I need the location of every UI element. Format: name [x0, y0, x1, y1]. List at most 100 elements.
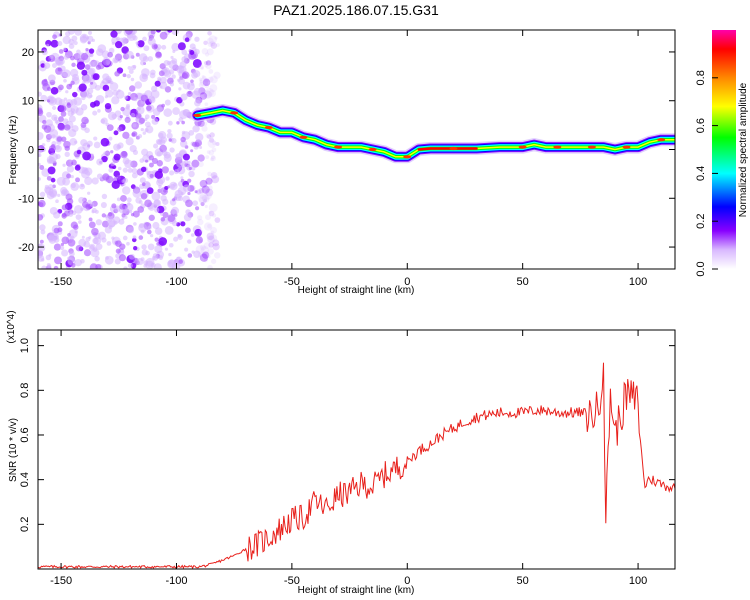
- noise-blob: [118, 254, 127, 262]
- noise-blob: [140, 127, 144, 132]
- noise-blob: [39, 239, 44, 244]
- noise-blob: [54, 145, 62, 153]
- noise-blob: [113, 153, 121, 161]
- noise-blob: [140, 60, 146, 66]
- noise-blob: [204, 63, 208, 68]
- noise-blob: [203, 222, 213, 231]
- spectrogram-noise-region: [38, 30, 221, 269]
- noise-blob: [125, 137, 134, 146]
- noise-blob: [96, 158, 104, 166]
- noise-blob: [70, 55, 75, 61]
- spectrogram-y-tick-label: -10: [18, 193, 34, 205]
- noise-blob: [198, 77, 203, 82]
- noise-blob: [46, 111, 52, 118]
- noise-blob: [154, 207, 160, 213]
- noise-blob: [153, 44, 158, 49]
- noise-blob: [164, 99, 171, 106]
- ridge-hot-spot: [657, 138, 666, 142]
- noise-blob: [207, 41, 213, 48]
- noise-blob: [115, 240, 122, 248]
- noise-blob: [208, 210, 215, 217]
- noise-blob: [92, 110, 98, 116]
- noise-blob: [180, 221, 186, 227]
- snr-x-tick-label: 50: [517, 575, 529, 587]
- noise-blob: [201, 194, 210, 203]
- noise-blob: [207, 171, 212, 177]
- noise-blob: [46, 43, 50, 47]
- noise-blob: [90, 248, 100, 258]
- noise-blob: [210, 155, 216, 162]
- noise-blob: [154, 237, 159, 242]
- noise-blob: [212, 243, 220, 251]
- noise-blob: [102, 84, 110, 92]
- noise-blob: [69, 159, 73, 163]
- snr-frame: [37, 329, 676, 570]
- noise-blob: [46, 191, 55, 200]
- noise-blob: [85, 47, 89, 52]
- noise-blob: [197, 215, 203, 221]
- noise-blob: [110, 150, 114, 154]
- noise-blob: [38, 91, 42, 97]
- noise-blob: [159, 81, 168, 90]
- noise-blob: [66, 165, 75, 173]
- noise-blob: [196, 189, 202, 195]
- noise-blob: [61, 136, 67, 142]
- noise-blob: [178, 65, 183, 70]
- noise-blob: [131, 168, 138, 174]
- noise-blob: [151, 118, 159, 125]
- noise-blob: [124, 116, 131, 123]
- noise-blob: [143, 45, 150, 52]
- noise-blob: [181, 49, 188, 56]
- noise-blob: [106, 241, 112, 246]
- noise-blob: [115, 40, 123, 49]
- noise-blob: [136, 105, 145, 115]
- noise-blob: [203, 198, 207, 203]
- noise-blob: [140, 229, 145, 234]
- noise-blob: [107, 212, 113, 217]
- ridge-hot-spot: [334, 145, 343, 149]
- noise-blob: [139, 158, 145, 163]
- noise-blob: [58, 116, 64, 122]
- noise-blob: [171, 30, 179, 36]
- noise-blob: [142, 36, 147, 42]
- noise-blob: [64, 124, 71, 131]
- noise-blob: [177, 166, 186, 175]
- noise-blob: [171, 74, 176, 79]
- noise-blob: [79, 33, 89, 43]
- noise-blob: [210, 155, 216, 160]
- noise-blob: [145, 159, 149, 163]
- noise-blob: [58, 58, 65, 65]
- noise-blob: [76, 61, 86, 70]
- noise-blob: [125, 50, 134, 59]
- noise-blob: [120, 194, 127, 202]
- noise-blob: [191, 90, 200, 99]
- noise-blob: [187, 239, 192, 244]
- noise-blob: [48, 96, 53, 101]
- colorbar-tick-label: 0.2: [695, 214, 707, 229]
- noise-blob: [107, 111, 117, 121]
- noise-blob: [82, 75, 92, 84]
- noise-blob: [70, 68, 79, 78]
- noise-blob: [168, 69, 175, 75]
- noise-blob: [116, 197, 121, 202]
- noise-blob: [191, 159, 200, 168]
- noise-blob: [154, 227, 163, 235]
- noise-blob: [122, 73, 127, 78]
- noise-blob: [71, 62, 76, 68]
- noise-blob: [118, 218, 125, 225]
- noise-blob: [141, 148, 149, 156]
- noise-blob: [194, 99, 201, 107]
- noise-blob: [97, 44, 107, 53]
- noise-blob: [132, 189, 142, 198]
- snr-x-axis-label: Height of straight line (km): [298, 585, 415, 596]
- snr-multiplier-label: (x10^4): [6, 310, 17, 343]
- noise-blob: [214, 252, 221, 259]
- noise-blob: [199, 191, 208, 200]
- noise-blob: [162, 67, 168, 73]
- noise-blob: [112, 57, 119, 64]
- noise-blob: [122, 131, 130, 139]
- noise-blob: [171, 220, 178, 227]
- noise-blob: [68, 115, 76, 123]
- noise-blob: [156, 160, 163, 167]
- noise-blob: [180, 93, 188, 101]
